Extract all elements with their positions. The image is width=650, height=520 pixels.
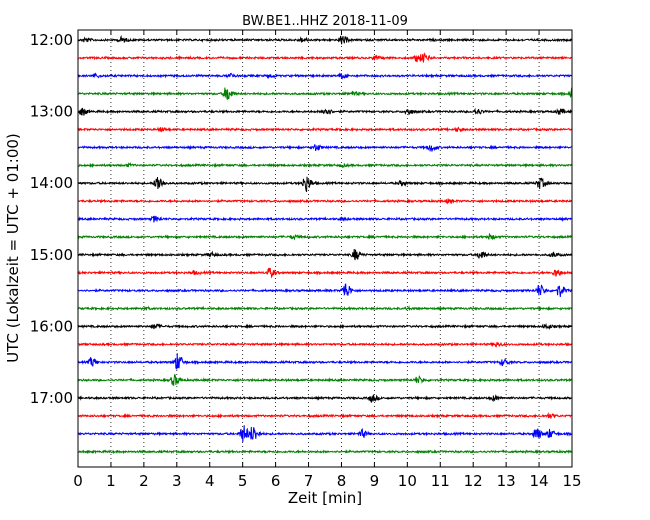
trace-1530 [77, 283, 573, 297]
trace-1230 [77, 72, 573, 80]
y-tick-label: 15:00 [30, 246, 73, 264]
trace-1415 [77, 198, 573, 205]
x-tick-label: 10 [398, 472, 417, 490]
x-tick-label: 5 [238, 472, 248, 490]
trace-1615 [77, 341, 573, 348]
y-tick-label: 17:00 [30, 389, 73, 407]
vertical-gridlines [110, 30, 540, 467]
trace-1245 [77, 87, 573, 101]
seismic-traces [77, 34, 573, 455]
x-tick-label: 14 [530, 472, 549, 490]
trace-1200 [77, 34, 573, 45]
x-tick-label: 9 [370, 472, 380, 490]
y-axis-ticks: 12:00 13:00 14:00 15:00 16:00 17:00 [30, 31, 572, 407]
plot-frame [77, 29, 573, 468]
trace-1300 [77, 107, 573, 116]
trace-1715 [78, 412, 573, 419]
y-tick-label: 16:00 [30, 317, 73, 335]
trace-1515 [77, 267, 573, 279]
trace-1345 [77, 162, 573, 169]
trace-1630 [77, 353, 573, 370]
trace-1700 [77, 394, 573, 403]
trace-1400 [77, 176, 573, 192]
trace-1215 [77, 52, 572, 63]
x-axis-label: Zeit [min] [288, 489, 362, 507]
trace-1545 [77, 305, 573, 312]
x-tick-label: 0 [73, 472, 83, 490]
trace-1445 [77, 232, 573, 241]
trace-1645 [77, 374, 573, 386]
y-tick-label: 14:00 [30, 174, 73, 192]
trace-1500 [77, 248, 573, 261]
x-tick-label: 15 [562, 472, 581, 490]
trace-1600 [77, 323, 573, 331]
y-tick-label: 12:00 [30, 31, 73, 49]
trace-1745 [77, 448, 573, 455]
x-axis-ticks: 0 1 2 3 4 5 6 7 8 9 10 11 12 13 14 15 [73, 30, 582, 490]
x-tick-label: 4 [205, 472, 215, 490]
x-tick-label: 1 [106, 472, 116, 490]
x-tick-label: 13 [497, 472, 516, 490]
x-tick-label: 6 [271, 472, 281, 490]
x-tick-label: 11 [431, 472, 450, 490]
trace-1330 [77, 144, 573, 152]
x-tick-label: 3 [172, 472, 182, 490]
y-axis-label: UTC (Lokalzeit = UTC + 01:00) [4, 133, 22, 363]
chart-title: BW.BE1..HHZ 2018-11-09 [242, 14, 408, 29]
trace-1730 [77, 425, 573, 443]
trace-1315 [77, 126, 573, 133]
x-tick-label: 12 [464, 472, 483, 490]
y-tick-label: 13:00 [30, 103, 73, 121]
trace-1430 [77, 215, 573, 223]
x-tick-label: 2 [139, 472, 149, 490]
x-tick-label: 8 [337, 472, 347, 490]
x-tick-label: 7 [304, 472, 314, 490]
